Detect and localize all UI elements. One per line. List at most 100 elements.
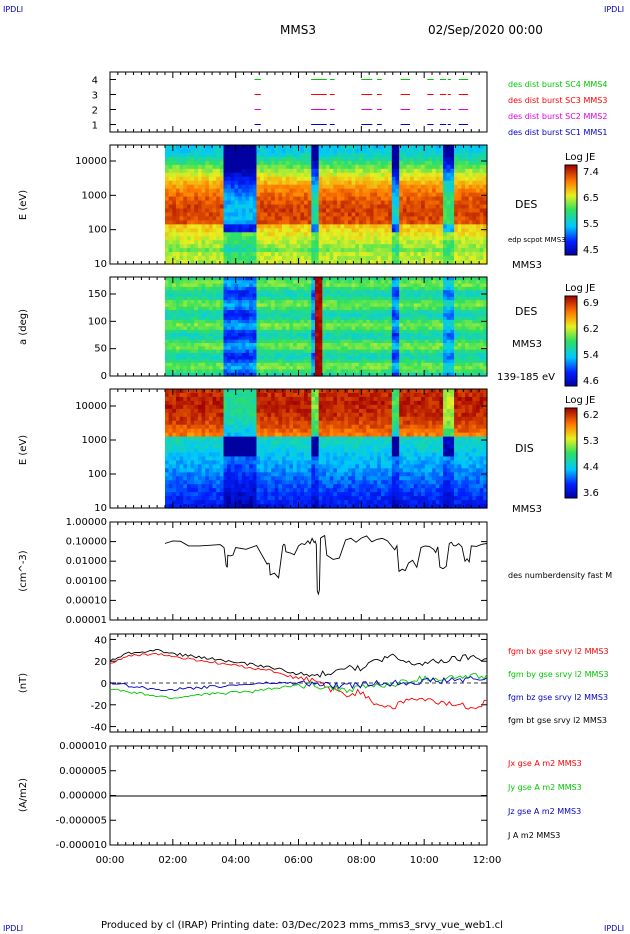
heatmap-cell <box>399 303 404 308</box>
heatmap-cell <box>333 168 338 174</box>
heatmap-cell <box>271 244 276 249</box>
heatmap-cell <box>336 260 342 265</box>
heatmap-cell <box>230 326 236 331</box>
heatmap-cell <box>468 176 473 182</box>
heatmap-cell <box>293 316 298 321</box>
heatmap-cell <box>304 339 309 344</box>
heatmap-cell <box>377 366 382 370</box>
heatmap-cell <box>289 369 294 374</box>
heatmap-cell <box>399 283 404 288</box>
heatmap-cell <box>465 176 470 182</box>
heatmap-cell <box>369 313 375 318</box>
heatmap-cell <box>271 212 276 217</box>
heatmap-cell <box>230 228 236 233</box>
heatmap-cell <box>315 286 320 291</box>
heatmap-cell <box>351 286 356 291</box>
heatmap-cell <box>439 148 444 154</box>
heatmap-cell <box>446 260 452 265</box>
heatmap-cell <box>260 372 265 377</box>
heatmap-cell <box>362 310 367 314</box>
heatmap-cell <box>234 336 239 341</box>
heatmap-cell <box>168 313 173 318</box>
heatmap-cell <box>457 192 462 198</box>
heatmap-cell <box>289 172 294 178</box>
heatmap-cell <box>391 244 397 249</box>
heatmap-cell <box>197 346 203 351</box>
y-tick-label: 2 <box>92 106 98 117</box>
heatmap-cell <box>461 212 466 217</box>
heatmap-cell <box>435 359 441 364</box>
heatmap-cell <box>197 369 203 374</box>
heatmap-cell <box>340 329 345 334</box>
heatmap-cell <box>300 184 305 190</box>
heatmap-cell <box>417 200 422 206</box>
heatmap-cell <box>391 352 397 357</box>
heatmap-cell <box>201 200 206 206</box>
heatmap-cell <box>410 188 415 194</box>
heatmap-cell <box>194 323 199 328</box>
heatmap-cell <box>417 336 422 341</box>
heatmap-cell <box>260 283 265 288</box>
heatmap-cell <box>311 310 316 314</box>
heatmap-cell <box>230 290 236 295</box>
heatmap-cell <box>172 326 177 331</box>
heatmap-cell <box>344 244 349 249</box>
heatmap-cell <box>472 156 477 162</box>
heatmap-cell <box>351 232 356 237</box>
heatmap-cell <box>435 180 441 186</box>
heatmap-cell <box>410 228 415 233</box>
heatmap-cell <box>410 220 415 225</box>
heatmap-cell <box>208 356 214 361</box>
heatmap-cell <box>315 372 320 377</box>
heatmap-cell <box>421 310 426 314</box>
heatmap-cell <box>230 316 236 321</box>
heatmap-cell <box>212 300 217 304</box>
heatmap-cell <box>454 252 459 257</box>
heatmap-cell <box>410 356 415 361</box>
heatmap-cell <box>369 333 375 337</box>
heatmap-cell <box>450 200 455 206</box>
heatmap-cell <box>249 168 254 174</box>
heatmap-cell <box>267 343 272 347</box>
heatmap-cell <box>410 248 415 253</box>
heatmap-cell <box>164 204 170 210</box>
heatmap-cell <box>201 172 206 178</box>
heatmap-cell <box>344 168 349 174</box>
heatmap-cell <box>391 329 397 334</box>
heatmap-cell <box>380 362 386 367</box>
heatmap-cell <box>267 362 272 367</box>
heatmap-cell <box>238 339 243 344</box>
heatmap-cell <box>315 339 320 344</box>
heatmap-cell <box>208 352 214 357</box>
heatmap-cell <box>406 306 411 311</box>
heatmap-cell <box>450 228 455 233</box>
heatmap-cell <box>483 148 488 154</box>
heatmap-cell <box>439 323 444 328</box>
heatmap-cell <box>336 252 342 257</box>
heatmap-cell <box>362 200 367 206</box>
heatmap-cell <box>428 310 433 314</box>
heatmap-cell <box>424 188 430 194</box>
heatmap-cell <box>307 277 312 281</box>
heatmap-cell <box>380 192 386 198</box>
heatmap-cell <box>289 333 294 337</box>
heatmap-cell <box>366 216 371 221</box>
heatmap-cell <box>267 192 272 198</box>
heatmap-cell <box>172 220 177 225</box>
heatmap-cell <box>208 228 214 233</box>
heatmap-cell <box>278 228 283 233</box>
heatmap-cell <box>380 252 386 257</box>
heatmap-cell <box>380 160 386 166</box>
heatmap-cell <box>476 216 481 221</box>
heatmap-cell <box>234 236 239 241</box>
heatmap-cell <box>329 316 334 321</box>
heatmap-cell <box>369 303 375 308</box>
heatmap-cell <box>234 148 239 154</box>
heatmap-cell <box>175 236 181 241</box>
heatmap-cell <box>340 333 345 337</box>
heatmap-cell <box>483 180 488 186</box>
heatmap-cell <box>164 313 170 318</box>
heatmap-cell <box>201 283 206 288</box>
heatmap-cell <box>428 343 433 347</box>
